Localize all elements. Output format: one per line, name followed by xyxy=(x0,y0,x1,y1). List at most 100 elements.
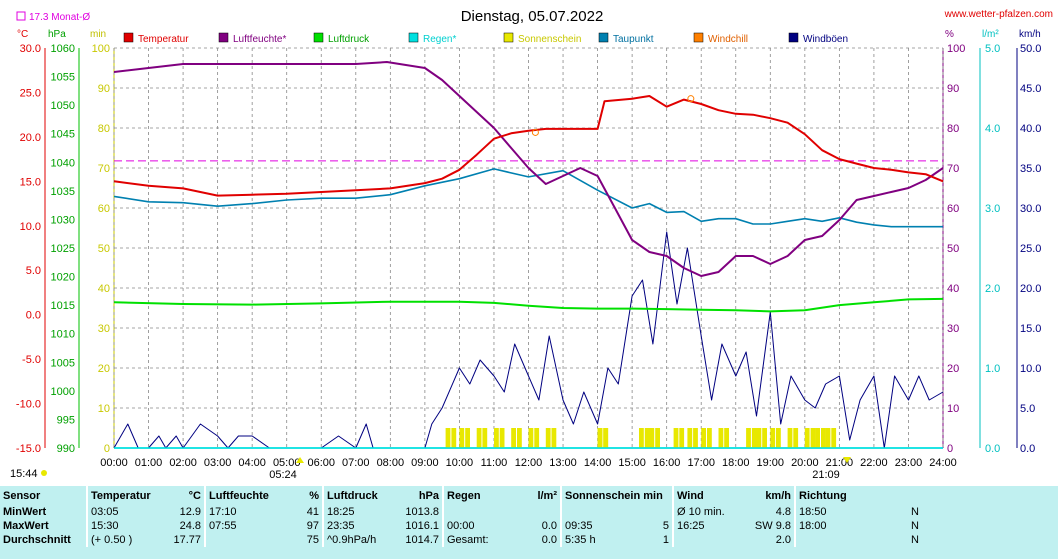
sunshine-bar xyxy=(762,428,767,448)
x-tick-label: 17:00 xyxy=(687,457,715,469)
legend-swatch xyxy=(598,32,609,43)
pressure-tick-label: 1000 xyxy=(51,386,75,398)
month-avg-marker-icon xyxy=(16,11,26,21)
humidity-tick-label: 40 xyxy=(947,283,959,295)
temp-tick-label: 15.0 xyxy=(20,176,41,188)
press-value: 1016.1 xyxy=(405,520,439,532)
rain-time xyxy=(442,505,504,519)
sun-value: 5 xyxy=(662,520,669,532)
minutes-tick-label: 0 xyxy=(104,443,110,455)
x-tick-label: 16:00 xyxy=(653,457,681,469)
col-richtung: Richtung xyxy=(794,486,862,505)
pressure-tick-label: 1020 xyxy=(51,272,75,284)
minutes-tick-label: 10 xyxy=(98,403,110,415)
row-label: MaxWert xyxy=(3,520,49,532)
pressure-tick-label: 1005 xyxy=(51,357,75,369)
sunshine-bar xyxy=(534,428,540,448)
col-sonnenschein: Sonnenschein min xyxy=(560,486,673,505)
minutes-tick-label: 20 xyxy=(98,363,110,375)
sunshine-bar xyxy=(776,428,781,448)
humidity-tick-label: 60 xyxy=(947,203,959,215)
x-tick-label: 12:00 xyxy=(515,457,543,469)
wind-tick-label: 20.0 xyxy=(1020,283,1041,295)
x-tick-label: 14:00 xyxy=(584,457,612,469)
wind-tick-label: 35.0 xyxy=(1020,163,1041,175)
wind-tick-label: 50.0 xyxy=(1020,43,1041,55)
rain-value: 0.0 xyxy=(541,520,557,532)
pressure-tick-label: 1025 xyxy=(51,243,75,255)
sunshine-bar xyxy=(787,428,793,448)
legend-item-temperatur[interactable]: Temperatur xyxy=(123,32,189,45)
legend-item-luftfeuchte[interactable]: Luftfeuchte* xyxy=(218,32,286,45)
rain-tick-label: 3.0 xyxy=(985,203,1000,215)
dir-value: N xyxy=(911,506,919,518)
wind-value: 4.8 xyxy=(775,506,791,518)
legend-label: Windchill xyxy=(708,34,748,45)
minutes-tick-label: 100 xyxy=(92,43,110,55)
sun-value: 1 xyxy=(662,534,669,546)
sunset-icon xyxy=(843,457,851,463)
sunshine-bar xyxy=(810,428,816,448)
minutes-tick-label: 40 xyxy=(98,283,110,295)
pressure-tick-label: 1055 xyxy=(51,72,75,84)
press-time: 18:25 xyxy=(322,505,390,519)
legend-item-sonnenschein[interactable]: Sonnenschein xyxy=(503,32,581,45)
dir-time xyxy=(794,533,862,547)
hum-time xyxy=(204,533,272,547)
temp-tick-label: -10.0 xyxy=(16,399,41,411)
pressure-tick-label: 1030 xyxy=(51,214,75,226)
wind-label: 16:25 xyxy=(672,519,742,533)
sunshine-bar xyxy=(649,428,655,448)
humidity-tick-label: 20 xyxy=(947,363,959,375)
legend-label: Windböen xyxy=(803,34,848,45)
press-time: 23:35 xyxy=(322,519,390,533)
sunshine-bar xyxy=(770,428,776,448)
sunshine-bar xyxy=(693,428,698,448)
sunshine-bar xyxy=(639,428,644,448)
sunrise-time: 05:24 xyxy=(269,469,297,481)
press-value: 1013.8 xyxy=(405,506,439,518)
sun-value xyxy=(644,505,673,519)
rain-tick-label: 5.0 xyxy=(985,43,1000,55)
humidity-unit-label: % xyxy=(945,29,954,40)
legend-item-windboeen[interactable]: Windböen xyxy=(788,32,848,45)
rain-tick-label: 1.0 xyxy=(985,363,1000,375)
pressure-tick-label: 1060 xyxy=(51,43,75,55)
sunshine-bar xyxy=(793,428,799,448)
legend: Temperatur Luftfeuchte* Luftdruck Regen*… xyxy=(123,32,848,45)
sunshine-bar xyxy=(494,428,499,448)
sunshine-bar xyxy=(756,428,762,448)
pressure-tick-label: 990 xyxy=(57,443,75,455)
legend-item-regen[interactable]: Regen* xyxy=(408,32,456,45)
taupunkt-line xyxy=(113,168,943,228)
sunrise-marker: 05:24 xyxy=(269,457,304,481)
sunshine-bar xyxy=(459,428,465,448)
legend-label: Regen* xyxy=(423,34,456,45)
sunshine-bar xyxy=(821,428,826,448)
sun-icon xyxy=(41,470,47,476)
wind-label xyxy=(672,533,742,547)
legend-item-luftdruck[interactable]: Luftdruck xyxy=(313,32,370,45)
sunshine-bar xyxy=(687,428,693,448)
hum-value: 75 xyxy=(306,534,319,546)
axis-tick-labels: 00:00 01:00 02:00 03:00 04:00 05:00 06:00 07:00… xyxy=(16,43,1042,469)
col-luftdruck: Luftdruck xyxy=(322,486,390,505)
col-temperatur: Temperatur xyxy=(86,486,154,505)
temp-value: 24.8 xyxy=(179,520,201,532)
minutes-tick-label: 50 xyxy=(98,243,110,255)
legend-item-taupunkt[interactable]: Taupunkt xyxy=(598,32,654,45)
x-tick-label: 20:00 xyxy=(791,457,819,469)
sun-time: 5:35 h xyxy=(559,533,645,547)
humidity-tick-label: 100 xyxy=(947,43,965,55)
data-series xyxy=(113,61,944,449)
x-tick-label: 19:00 xyxy=(757,457,785,469)
temp-value: 17.77 xyxy=(173,534,201,546)
humidity-tick-label: 80 xyxy=(947,123,959,135)
temp-tick-label: 25.0 xyxy=(20,87,41,99)
legend-item-windchill[interactable]: Windchill xyxy=(693,32,748,45)
website-link[interactable]: www.wetter-pfalzen.com xyxy=(944,9,1053,20)
wind-tick-label: 25.0 xyxy=(1020,243,1041,255)
stats-row-max: MaxWert 15:30 24.8 07:55 97 23:35 1016.1… xyxy=(0,519,922,533)
x-tick-label: 08:00 xyxy=(377,457,405,469)
wind-label: Ø 10 min. xyxy=(672,505,742,519)
